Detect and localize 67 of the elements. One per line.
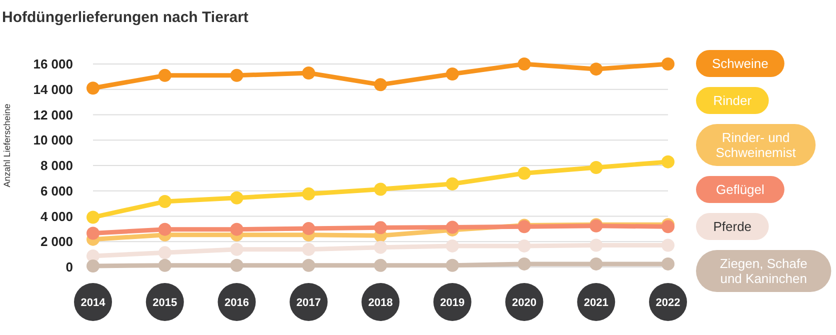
text: Pferde (713, 219, 752, 234)
y-tick-label: 12 000 (33, 107, 73, 122)
point (662, 257, 674, 270)
point (230, 258, 244, 272)
y-tick-label: 6 000 (40, 183, 73, 198)
text: Ziegen, Schafe und Kaninchen (720, 256, 808, 286)
point (230, 68, 244, 82)
x-tick-label: 2020 (512, 296, 536, 309)
point (86, 82, 100, 95)
x-tick-label: 2022 (656, 296, 680, 309)
text: Rinder- und Schweinemist (716, 130, 796, 160)
point (374, 258, 387, 272)
x-tick-label: 2021 (584, 296, 608, 309)
point (158, 195, 172, 208)
y-tick-label: 0 (66, 260, 73, 275)
point (158, 246, 172, 260)
chart-title: Hofdüngerlieferungen nach Tierart (2, 9, 248, 26)
x-tick-label: 2016 (224, 296, 249, 309)
point (302, 258, 316, 272)
point (302, 222, 316, 236)
x-tick-label: 2014 (80, 296, 106, 309)
y-tick-label: 10 000 (33, 132, 73, 148)
point (302, 242, 316, 256)
x-tick-label: 2017 (296, 296, 321, 309)
point (662, 58, 674, 70)
point (662, 238, 674, 252)
point (302, 187, 316, 200)
point (374, 221, 387, 234)
point (158, 222, 172, 236)
y-tick-label: 14 000 (33, 82, 73, 97)
point (446, 177, 459, 190)
point (374, 182, 387, 196)
point (86, 210, 100, 224)
point (518, 166, 531, 180)
point (86, 259, 100, 272)
point (518, 239, 531, 252)
text: Schweine (712, 56, 768, 72)
point (374, 78, 387, 92)
point (302, 66, 316, 80)
point (230, 222, 244, 236)
y-tick-label: 16 000 (33, 56, 73, 72)
point (446, 239, 459, 252)
y-tick-label: 4 000 (40, 208, 73, 224)
point (446, 68, 459, 81)
text: Rinder (713, 93, 752, 108)
point (374, 240, 387, 254)
point (590, 62, 603, 76)
point (446, 220, 459, 234)
point (518, 257, 531, 270)
point (86, 226, 100, 240)
point (518, 58, 531, 70)
point (446, 258, 459, 272)
point (158, 68, 172, 82)
point (662, 155, 674, 168)
point (590, 161, 603, 174)
text: Geflügel (716, 182, 765, 198)
point (230, 191, 244, 204)
y-tick-label: 8 000 (40, 158, 73, 174)
point (590, 257, 603, 270)
x-tick-label: 2018 (368, 296, 393, 309)
y-tick-label: 2 000 (40, 234, 73, 250)
point (230, 242, 244, 256)
point (590, 238, 603, 252)
x-tick-label: 2019 (440, 296, 465, 309)
y-axis-title: Anzahl Lieferscheine (2, 104, 12, 188)
x-tick-label: 2015 (152, 296, 178, 309)
point (158, 258, 172, 272)
